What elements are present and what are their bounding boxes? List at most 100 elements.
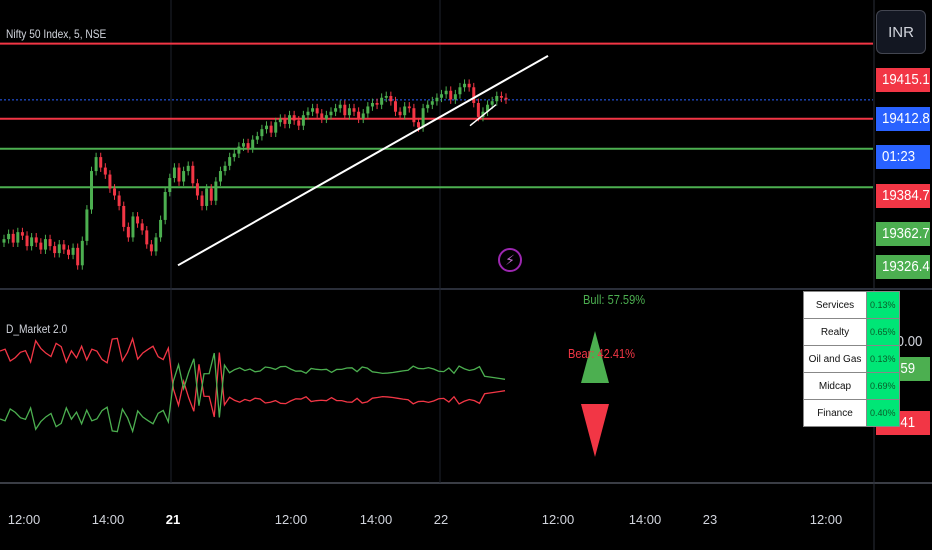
price-axis-label: 01:23 xyxy=(876,145,930,169)
time-axis-label: 22 xyxy=(433,512,449,527)
trendline[interactable] xyxy=(177,54,549,267)
sector-row: Finance 0.40% xyxy=(803,399,900,427)
sector-row: Realty 0.65% xyxy=(803,318,900,346)
candle-body xyxy=(85,209,89,241)
time-axis-label: 23 xyxy=(702,512,718,527)
time-axis-label: 14:00 xyxy=(359,512,393,527)
candle-body xyxy=(218,171,222,182)
bull-percent-label: Bull: 57.59% xyxy=(583,292,646,307)
candle-body xyxy=(265,125,269,130)
candle-body xyxy=(315,108,319,114)
candle-body xyxy=(389,96,393,102)
candle-body xyxy=(403,106,407,116)
candle-body xyxy=(149,244,153,252)
candle-body xyxy=(113,188,117,196)
time-axis-label: 12:00 xyxy=(541,512,575,527)
candle-body xyxy=(338,104,342,109)
candle-body xyxy=(145,230,149,245)
candle-body xyxy=(398,111,402,116)
candle-body xyxy=(159,219,163,238)
candle-body xyxy=(66,249,70,255)
sector-change: 0.69% xyxy=(866,372,900,400)
candle-body xyxy=(154,237,158,252)
candle-body xyxy=(366,106,370,114)
candle-body xyxy=(393,101,397,112)
candle-body xyxy=(195,183,199,196)
candle-body xyxy=(324,115,328,119)
candle-body xyxy=(384,96,388,98)
candle-body xyxy=(53,246,57,254)
candle-body xyxy=(260,129,264,137)
time-axis-label: 14:00 xyxy=(628,512,662,527)
candle-body xyxy=(99,157,103,168)
candle-body xyxy=(255,136,259,140)
candle-body xyxy=(357,111,361,119)
sector-change: 0.40% xyxy=(866,399,900,427)
candle-body xyxy=(472,87,476,103)
bear-percent-label: Bear: 42.41% xyxy=(568,346,635,361)
price-axis-label: 19362.70 xyxy=(876,222,930,246)
candle-body xyxy=(25,235,29,247)
candle-body xyxy=(94,157,98,172)
candle-body xyxy=(177,167,181,182)
price-axis-label: 19412.80 xyxy=(876,107,930,131)
candle-body xyxy=(103,167,107,175)
candle-body xyxy=(343,104,347,116)
currency-button[interactable]: INR xyxy=(876,10,926,54)
candle-body xyxy=(278,118,282,123)
candle-body xyxy=(117,195,121,206)
candle-body xyxy=(274,122,278,133)
candle-body xyxy=(241,143,245,147)
lightning-event-icon[interactable]: ⚡ xyxy=(498,248,522,272)
bull-arrow-up xyxy=(581,331,609,383)
candle-body xyxy=(205,188,209,206)
candle-body xyxy=(80,240,84,266)
trendline-short[interactable] xyxy=(469,104,497,127)
candle-body xyxy=(495,96,499,102)
time-axis-label: 14:00 xyxy=(91,512,125,527)
candle-body xyxy=(48,239,52,247)
candle-body xyxy=(352,108,356,112)
candle-body xyxy=(140,223,144,231)
symbol-title: Nifty 50 Index, 5, NSE xyxy=(6,27,107,41)
candle-body xyxy=(380,97,384,105)
candle-body xyxy=(269,125,273,133)
candle-body xyxy=(361,113,365,119)
sector-row: Services 0.13% xyxy=(803,291,900,319)
sector-table: Services 0.13% Realty 0.65% Oil and Gas 0.13%… xyxy=(803,291,900,427)
candle-body xyxy=(440,94,444,98)
candle-body xyxy=(463,83,467,88)
candle-body xyxy=(486,104,490,112)
candle-body xyxy=(416,122,420,128)
price-axis-label: 19415.10 xyxy=(876,68,930,92)
candle-body xyxy=(329,111,333,116)
candle-body xyxy=(191,165,195,184)
candle-body xyxy=(34,237,38,243)
candle-body xyxy=(11,233,15,243)
candle-body xyxy=(449,90,453,100)
candle-body xyxy=(182,171,186,182)
candle-body xyxy=(228,157,232,166)
candle-body xyxy=(237,146,241,154)
candle-body xyxy=(172,167,176,179)
candle-body xyxy=(306,111,310,116)
candle-body xyxy=(30,237,34,247)
sector-change: 0.13% xyxy=(866,345,900,373)
candle-body xyxy=(131,216,135,238)
candle-body xyxy=(311,108,315,112)
price-axis-label: 19384.75 xyxy=(876,184,930,208)
sector-row: Oil and Gas 0.13% xyxy=(803,345,900,373)
candle-body xyxy=(20,232,24,236)
candle-body xyxy=(136,216,140,224)
candle-body xyxy=(490,101,494,105)
candle-body xyxy=(320,113,324,119)
sector-change: 0.65% xyxy=(866,318,900,346)
bear-series-line xyxy=(0,336,506,418)
sector-change: 0.13% xyxy=(866,291,900,319)
candle-body xyxy=(375,102,379,105)
candle-body xyxy=(297,120,301,126)
candle-body xyxy=(43,239,47,250)
sector-name: Midcap xyxy=(803,372,867,400)
